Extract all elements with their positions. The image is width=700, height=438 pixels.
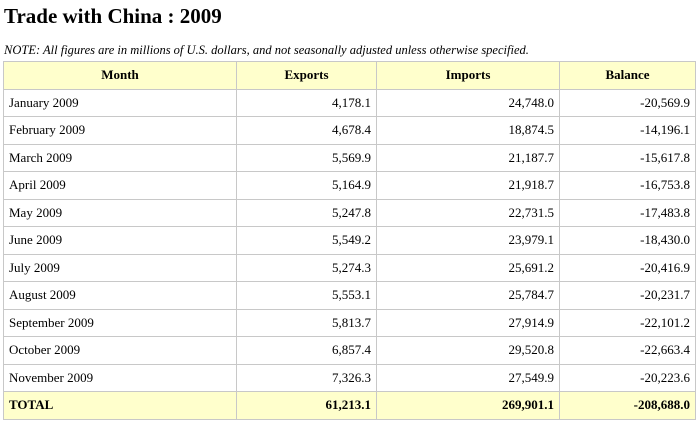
balance-cell: -20,231.7 bbox=[559, 281, 696, 310]
table-row: January 2009 4,178.1 24,748.0 -20,569.9 bbox=[3, 88, 696, 117]
column-header-exports: Exports bbox=[236, 61, 377, 90]
exports-cell: 7,326.3 bbox=[236, 363, 377, 392]
exports-cell: 5,274.3 bbox=[236, 253, 377, 282]
month-cell: November 2009 bbox=[3, 363, 237, 392]
table-row: July 2009 5,274.3 25,691.2 -20,416.9 bbox=[3, 253, 696, 282]
month-cell: August 2009 bbox=[3, 281, 237, 310]
table-row: November 2009 7,326.3 27,549.9 -20,223.6 bbox=[3, 363, 696, 392]
total-balance: -208,688.0 bbox=[559, 391, 696, 420]
month-cell: October 2009 bbox=[3, 336, 237, 365]
balance-cell: -22,663.4 bbox=[559, 336, 696, 365]
table-row: October 2009 6,857.4 29,520.8 -22,663.4 bbox=[3, 336, 696, 365]
table-header-row: Month Exports Imports Balance bbox=[3, 61, 696, 90]
balance-cell: -20,223.6 bbox=[559, 363, 696, 392]
exports-cell: 4,678.4 bbox=[236, 116, 377, 145]
imports-cell: 23,979.1 bbox=[376, 226, 560, 255]
month-cell: January 2009 bbox=[3, 88, 237, 117]
month-cell: February 2009 bbox=[3, 116, 237, 145]
table-row: April 2009 5,164.9 21,918.7 -16,753.8 bbox=[3, 171, 696, 200]
imports-cell: 27,914.9 bbox=[376, 308, 560, 337]
exports-cell: 5,247.8 bbox=[236, 198, 377, 227]
balance-cell: -22,101.2 bbox=[559, 308, 696, 337]
imports-cell: 22,731.5 bbox=[376, 198, 560, 227]
exports-cell: 4,178.1 bbox=[236, 88, 377, 117]
exports-cell: 5,553.1 bbox=[236, 281, 377, 310]
table-row: June 2009 5,549.2 23,979.1 -18,430.0 bbox=[3, 226, 696, 255]
imports-cell: 25,691.2 bbox=[376, 253, 560, 282]
month-cell: September 2009 bbox=[3, 308, 237, 337]
month-cell: May 2009 bbox=[3, 198, 237, 227]
balance-cell: -15,617.8 bbox=[559, 143, 696, 172]
balance-cell: -18,430.0 bbox=[559, 226, 696, 255]
table-row: May 2009 5,247.8 22,731.5 -17,483.8 bbox=[3, 198, 696, 227]
imports-cell: 18,874.5 bbox=[376, 116, 560, 145]
balance-cell: -17,483.8 bbox=[559, 198, 696, 227]
month-cell: March 2009 bbox=[3, 143, 237, 172]
imports-cell: 21,187.7 bbox=[376, 143, 560, 172]
balance-cell: -20,569.9 bbox=[559, 88, 696, 117]
exports-cell: 5,549.2 bbox=[236, 226, 377, 255]
table-row: August 2009 5,553.1 25,784.7 -20,231.7 bbox=[3, 281, 696, 310]
table-row: February 2009 4,678.4 18,874.5 -14,196.1 bbox=[3, 116, 696, 145]
balance-cell: -16,753.8 bbox=[559, 171, 696, 200]
page-title: Trade with China : 2009 bbox=[4, 4, 222, 28]
balance-cell: -14,196.1 bbox=[559, 116, 696, 145]
total-label: TOTAL bbox=[3, 391, 237, 420]
imports-cell: 25,784.7 bbox=[376, 281, 560, 310]
month-cell: April 2009 bbox=[3, 171, 237, 200]
month-cell: July 2009 bbox=[3, 253, 237, 282]
exports-cell: 5,569.9 bbox=[236, 143, 377, 172]
month-cell: June 2009 bbox=[3, 226, 237, 255]
balance-cell: -20,416.9 bbox=[559, 253, 696, 282]
exports-cell: 5,164.9 bbox=[236, 171, 377, 200]
exports-cell: 5,813.7 bbox=[236, 308, 377, 337]
imports-cell: 24,748.0 bbox=[376, 88, 560, 117]
column-header-imports: Imports bbox=[376, 61, 560, 90]
table-row: September 2009 5,813.7 27,914.9 -22,101.… bbox=[3, 308, 696, 337]
imports-cell: 29,520.8 bbox=[376, 336, 560, 365]
units-note: NOTE: All figures are in millions of U.S… bbox=[4, 43, 529, 57]
imports-cell: 27,549.9 bbox=[376, 363, 560, 392]
total-imports: 269,901.1 bbox=[376, 391, 560, 420]
total-row: TOTAL 61,213.1 269,901.1 -208,688.0 bbox=[3, 391, 696, 420]
trade-table: Month Exports Imports Balance January 20… bbox=[3, 61, 696, 420]
exports-cell: 6,857.4 bbox=[236, 336, 377, 365]
column-header-month: Month bbox=[3, 61, 237, 90]
column-header-balance: Balance bbox=[559, 61, 696, 90]
imports-cell: 21,918.7 bbox=[376, 171, 560, 200]
table-row: March 2009 5,569.9 21,187.7 -15,617.8 bbox=[3, 143, 696, 172]
total-exports: 61,213.1 bbox=[236, 391, 377, 420]
